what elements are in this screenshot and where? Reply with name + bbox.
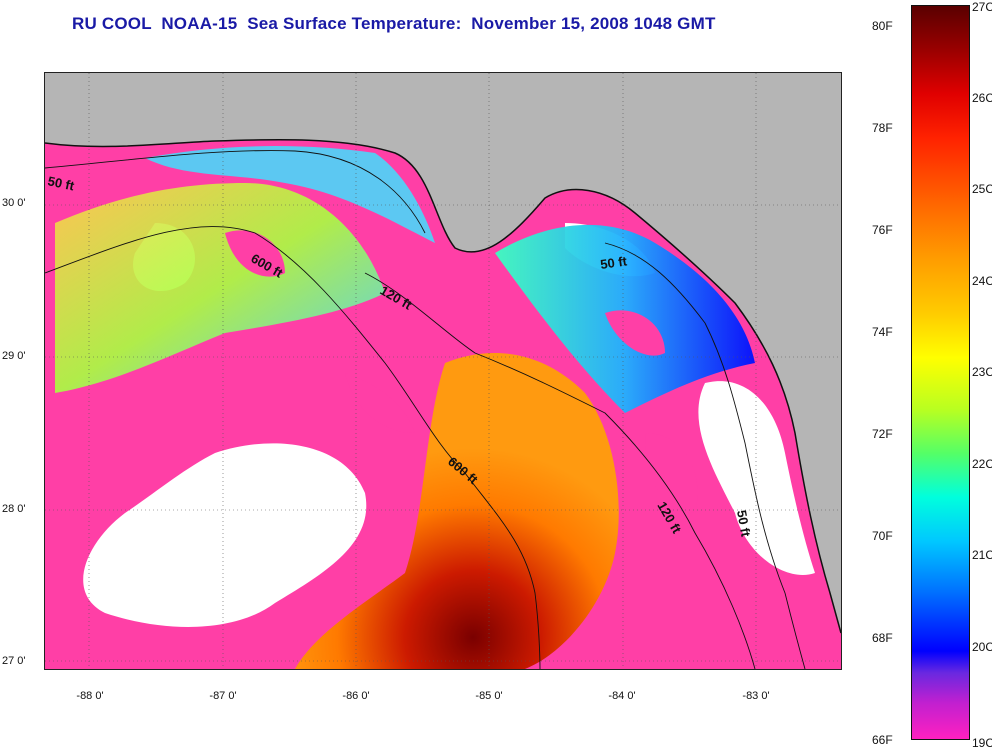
colorbar-f-label: 68F bbox=[872, 631, 893, 645]
isobath-50ft-east bbox=[604, 242, 806, 669]
map-title: RU COOL NOAA-15 Sea Surface Temperature:… bbox=[72, 14, 716, 33]
colorbar-f-label: 80F bbox=[872, 19, 893, 33]
warm-core bbox=[295, 353, 619, 669]
colorbar-f-label: 72F bbox=[872, 427, 893, 441]
latitude-label: 30 0' bbox=[2, 197, 26, 209]
contour-label: 50 ft bbox=[599, 253, 628, 272]
colorbar-c-label: 27C bbox=[972, 0, 992, 14]
isobath-600ft bbox=[45, 226, 541, 669]
cloud-patch bbox=[225, 230, 285, 277]
longitude-label: -86 0' bbox=[342, 690, 370, 702]
latitude-label: 29 0' bbox=[2, 350, 26, 362]
temperature-colorbar bbox=[911, 5, 970, 740]
longitude-label: -83 0' bbox=[742, 690, 770, 702]
cool-nearshore-west bbox=[145, 146, 435, 243]
cloud-patch bbox=[645, 433, 698, 513]
colorbar-f-label: 78F bbox=[872, 121, 893, 135]
isobath-50ft bbox=[45, 150, 426, 234]
longitude-label: -88 0' bbox=[76, 690, 104, 702]
colorbar-c-label: 22C bbox=[972, 457, 992, 471]
colorbar-c-label: 26C bbox=[972, 91, 992, 105]
colorbar-f-label: 76F bbox=[872, 223, 893, 237]
coastline bbox=[45, 138, 841, 634]
colorbar-c-label: 25C bbox=[972, 182, 992, 196]
clear-patch bbox=[83, 443, 367, 627]
contour-label: 50 ft bbox=[734, 509, 754, 539]
isobath-120ft bbox=[364, 272, 756, 669]
cloud-streak bbox=[345, 373, 415, 433]
colorbar-c-label: 24C bbox=[972, 274, 992, 288]
longitude-label: -85 0' bbox=[475, 690, 503, 702]
clear-patch bbox=[698, 381, 815, 575]
contour-label: 50 ft bbox=[46, 173, 76, 193]
colorbar-f-label: 70F bbox=[872, 529, 893, 543]
longitude-label: -84 0' bbox=[608, 690, 636, 702]
sst-map-graphic: 50 ft 600 ft 120 ft 50 ft 600 ft 120 ft … bbox=[45, 73, 841, 669]
latitude-label: 27 0' bbox=[2, 655, 26, 667]
grid-lines bbox=[45, 73, 841, 669]
colorbar-c-label: 20C bbox=[972, 640, 992, 654]
longitude-label: -87 0' bbox=[209, 690, 237, 702]
colorbar-c-label: 19C bbox=[972, 736, 992, 750]
cloud-patch bbox=[605, 310, 665, 356]
colorbar-f-label: 66F bbox=[872, 733, 893, 747]
sst-map: 50 ft 600 ft 120 ft 50 ft 600 ft 120 ft … bbox=[44, 72, 842, 670]
colorbar-f-label: 74F bbox=[872, 325, 893, 339]
warm-band-west bbox=[55, 183, 385, 393]
colorbar-c-label: 23C bbox=[972, 365, 992, 379]
latitude-label: 28 0' bbox=[2, 503, 26, 515]
colorbar-c-label: 21C bbox=[972, 548, 992, 562]
